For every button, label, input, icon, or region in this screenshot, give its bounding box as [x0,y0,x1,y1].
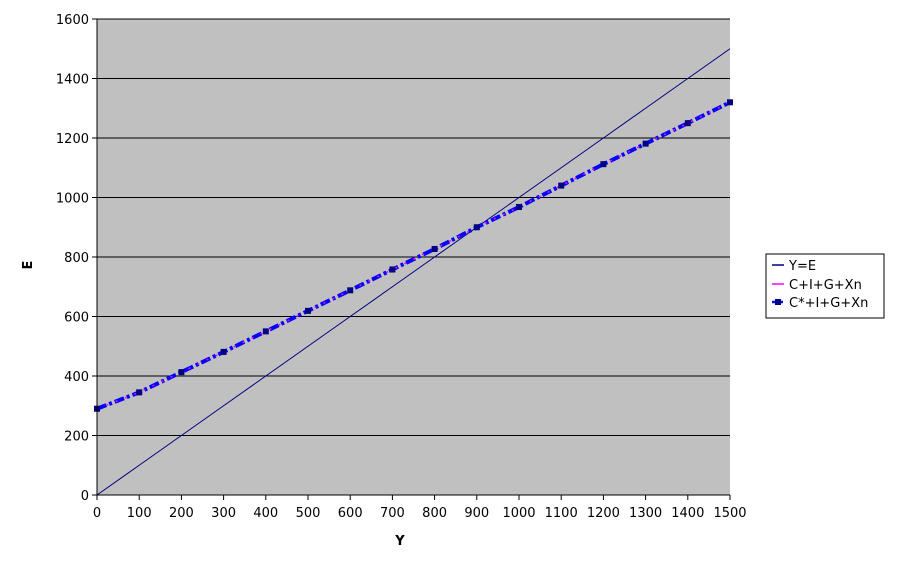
series-marker-cstar-i-g-xn [431,245,438,252]
series-line-y-e [96,48,731,496]
x-tick-label: 1100 [545,506,578,521]
series-marker-cstar-i-g-xn [347,287,354,294]
x-tick-label: 700 [380,506,405,521]
x-tick-label: 100 [127,506,152,521]
series-marker-cstar-i-g-xn [305,307,311,314]
x-tick-label: 1000 [502,506,535,521]
y-tick-label: 400 [64,370,89,385]
y-tick-label: 1200 [56,132,89,147]
y-tick-label: 1600 [56,13,89,28]
series-marker-cstar-i-g-xn [558,182,565,189]
x-tick-label: 1500 [713,506,746,521]
series-marker-cstar-i-g-xn [473,224,480,231]
y-tick-label: 200 [64,430,89,445]
series-marker-cstar-i-g-xn [684,120,691,127]
x-tick-label: 200 [169,506,194,521]
x-tick-label: 600 [338,506,363,521]
series-marker-cstar-i-g-xn [262,328,269,335]
series-marker-cstar-i-g-xn [136,389,143,396]
y-axis-ticks: 0 200 400 600 800 1000 1200 1400 1600 [56,13,97,504]
legend-marker-cstar-i-g-xn [775,299,781,305]
x-tick-label: 800 [422,506,447,521]
series-line-c-i-g-xn [96,101,731,410]
legend-box [765,253,885,319]
series-marker-cstar-i-g-xn [600,161,607,168]
series-marker-cstar-i-g-xn [516,204,522,211]
legend-label-c-i-g-xn: C+I+G+Xn [789,278,862,293]
series-marker-cstar-i-g-xn [642,140,649,147]
y-tick-label: 600 [64,311,89,326]
x-tick-label: 400 [253,506,278,521]
series-marker-cstar-i-g-xn [389,266,396,273]
y-tick-label: 1000 [56,192,89,207]
y-axis-title: E [21,261,36,270]
x-tick-label: 500 [296,506,321,521]
x-tick-label: 1300 [629,506,662,521]
legend-label-y-e: Y=E [788,259,816,274]
y-tick-label: 800 [64,251,89,266]
x-axis-ticks: 0 100 200 300 400 500 600 700 800 900 1000 1100 1200… [93,495,747,521]
series-lines [94,48,733,496]
series-marker-cstar-i-g-xn [727,99,733,106]
x-tick-label: 1400 [671,506,704,521]
x-tick-label: 300 [211,506,236,521]
x-tick-label: 0 [93,506,101,521]
series-marker-cstar-i-g-xn [178,369,185,376]
y-tick-label: 1400 [56,73,89,88]
x-tick-label: 1200 [587,506,620,521]
x-axis-title: Y [394,534,405,549]
legend-label-cstar-i-g-xn: C*+I+G+Xn [789,296,868,311]
series-marker-cstar-i-g-xn [220,348,227,355]
gridlines [97,18,730,436]
x-tick-label: 900 [464,506,489,521]
y-tick-label: 0 [81,489,89,504]
legend: Y=E C+I+G+Xn C*+I+G+Xn [765,253,885,319]
